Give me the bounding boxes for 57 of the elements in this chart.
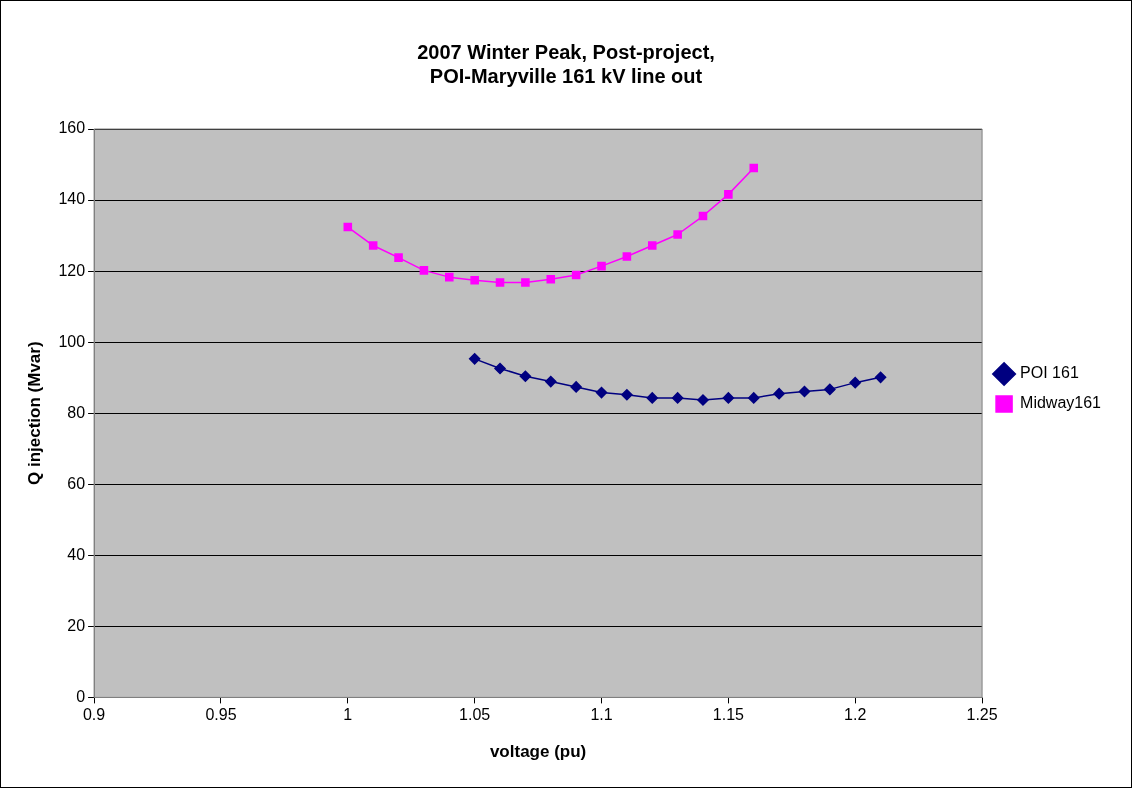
text: 2007 Winter Peak, Post-project, bbox=[417, 40, 715, 63]
point bbox=[673, 230, 682, 239]
x-tick-label: 1.05 bbox=[459, 706, 491, 724]
point bbox=[495, 278, 505, 287]
point bbox=[697, 394, 709, 406]
point bbox=[595, 386, 608, 399]
point bbox=[724, 190, 733, 199]
legend-label: Midway161 bbox=[1020, 394, 1102, 412]
x-tick-label: 1.25 bbox=[966, 706, 998, 724]
point bbox=[519, 370, 532, 382]
y-tick-label: 60 bbox=[67, 474, 86, 492]
x-axis-title: voltage (pu) bbox=[489, 742, 587, 762]
point bbox=[545, 375, 557, 388]
x-tick-label: 1.1 bbox=[590, 706, 613, 724]
x-tick-label: 1.2 bbox=[844, 706, 867, 724]
y-tick-label: 0 bbox=[76, 687, 86, 705]
point bbox=[394, 253, 403, 262]
point bbox=[621, 388, 633, 401]
y-tick-label: 160 bbox=[58, 119, 86, 137]
text: POI-Maryville 161 kV line out bbox=[429, 64, 703, 87]
point bbox=[698, 211, 708, 221]
point bbox=[570, 381, 582, 393]
point bbox=[773, 387, 785, 400]
y-tick-label: 100 bbox=[58, 332, 86, 350]
x-tick-label: 1.15 bbox=[712, 706, 745, 724]
y-tick-label: 40 bbox=[67, 545, 86, 563]
x-tick-label: 0.9 bbox=[82, 706, 106, 724]
point bbox=[468, 353, 481, 365]
y-axis-title: Q injection (Mvar) bbox=[24, 341, 44, 485]
point bbox=[470, 276, 479, 285]
point bbox=[597, 261, 606, 271]
point bbox=[749, 163, 759, 173]
point bbox=[722, 392, 735, 404]
point bbox=[647, 241, 657, 250]
point bbox=[874, 371, 887, 384]
point bbox=[343, 222, 353, 232]
point bbox=[419, 266, 429, 275]
point bbox=[622, 252, 632, 261]
y-tick-label: 140 bbox=[58, 190, 86, 208]
x-tick-label: 0.95 bbox=[205, 706, 237, 724]
point bbox=[849, 376, 861, 389]
point bbox=[521, 278, 530, 287]
y-tick-label: 80 bbox=[67, 403, 86, 421]
point bbox=[646, 392, 658, 404]
x-tick-label: 1 bbox=[343, 706, 353, 724]
y-tick-label: 120 bbox=[58, 261, 86, 279]
point bbox=[445, 272, 454, 282]
legend-label: POI 161 bbox=[1020, 364, 1079, 382]
point bbox=[671, 392, 684, 404]
point bbox=[824, 383, 836, 396]
point bbox=[546, 274, 556, 284]
point bbox=[798, 385, 811, 398]
y-tick-label: 20 bbox=[67, 616, 86, 634]
point bbox=[571, 270, 581, 280]
point bbox=[747, 392, 760, 404]
point bbox=[494, 362, 506, 375]
point bbox=[368, 241, 378, 250]
